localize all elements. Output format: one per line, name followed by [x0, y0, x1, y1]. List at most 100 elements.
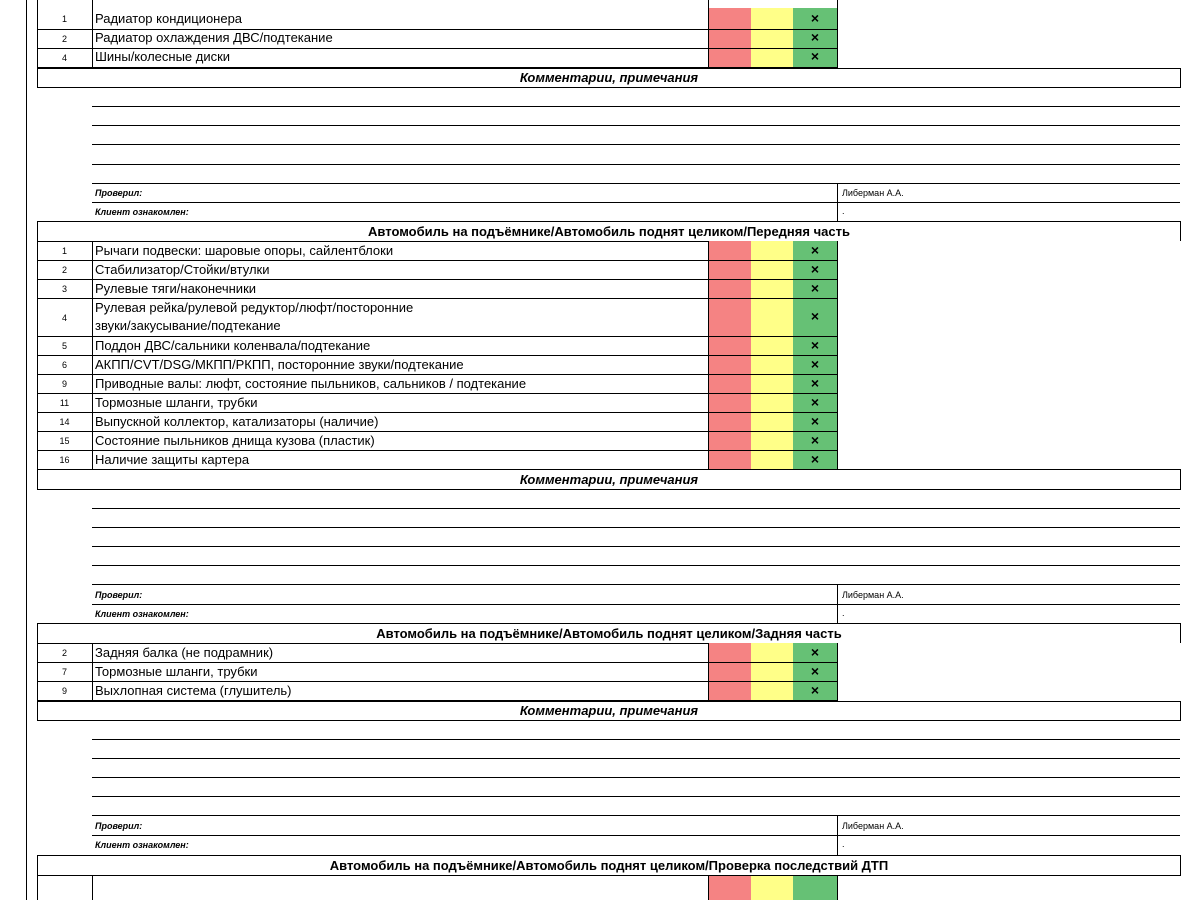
section-bottom-border — [37, 875, 1181, 876]
section-title: Автомобиль на подъёмнике/Автомобиль подн… — [376, 626, 842, 641]
grid-line — [837, 241, 838, 469]
comment-line[interactable] — [92, 527, 1180, 528]
row-number: 3 — [61, 284, 67, 294]
status-mark: × — [810, 394, 820, 410]
grid-line — [708, 875, 709, 900]
row-number: 9 — [61, 686, 67, 696]
grid-line — [37, 855, 38, 875]
status-green-cell[interactable] — [793, 643, 837, 701]
comment-line[interactable] — [92, 125, 1180, 126]
status-mark: × — [810, 682, 820, 698]
row-number: 7 — [61, 667, 67, 677]
grid-line — [37, 221, 38, 241]
comment-line[interactable] — [92, 144, 1180, 145]
status-mark: × — [810, 29, 820, 45]
row-number: 2 — [61, 34, 67, 44]
status-mark: × — [810, 242, 820, 258]
status-mark: × — [810, 413, 820, 429]
grid-line — [92, 643, 93, 701]
comment-line — [92, 604, 1180, 605]
client-acknowledged-value: . — [842, 839, 845, 849]
grid-line — [1180, 221, 1181, 241]
status-mark: × — [810, 280, 820, 296]
comment-line[interactable] — [92, 739, 1180, 740]
row-label: Рулевая рейка/рулевой редуктор/люфт/пост… — [95, 300, 414, 315]
row-label: Приводные валы: люфт, состояние пыльнико… — [95, 376, 527, 391]
signature-divider — [837, 584, 838, 623]
comment-line[interactable] — [92, 546, 1180, 547]
row-label: Рулевые тяги/наконечники — [95, 281, 257, 296]
row-divider — [37, 393, 837, 394]
checked-by-label: Проверил: — [95, 590, 143, 600]
status-mark: × — [810, 432, 820, 448]
grid-line — [92, 875, 93, 900]
row-label: Выхлопная система (глушитель) — [95, 683, 292, 698]
row-divider — [37, 260, 837, 261]
row-divider — [37, 681, 837, 682]
grid-line — [37, 68, 38, 87]
section-top-border — [37, 221, 1181, 222]
grid-line — [37, 643, 38, 701]
status-red-cell[interactable] — [709, 876, 751, 900]
row-divider — [37, 374, 837, 375]
client-acknowledged-label: Клиент ознакомлен: — [95, 609, 189, 619]
comment-line[interactable] — [92, 183, 1180, 184]
comment-line[interactable] — [92, 565, 1180, 566]
row-number: 9 — [61, 379, 67, 389]
comment-line[interactable] — [92, 796, 1180, 797]
row-divider — [37, 450, 837, 451]
grid-line — [1180, 855, 1181, 875]
row-number: 5 — [61, 341, 67, 351]
row-label: Поддон ДВС/сальники коленвала/подтекание — [95, 338, 371, 353]
comment-line[interactable] — [92, 584, 1180, 585]
checked-by-label: Проверил: — [95, 188, 143, 198]
comment-line[interactable] — [92, 815, 1180, 816]
grid-line — [837, 0, 838, 68]
comments-heading: Комментарии, примечания — [519, 472, 699, 487]
status-green-cell[interactable] — [793, 8, 837, 68]
status-green-cell[interactable] — [793, 876, 837, 900]
status-red-cell[interactable] — [709, 8, 751, 68]
status-yellow-cell[interactable] — [751, 643, 793, 701]
status-mark: × — [810, 356, 820, 372]
checked-by-label: Проверил: — [95, 821, 143, 831]
row-label: Радиатор охлаждения ДВС/подтекание — [95, 30, 333, 45]
status-yellow-cell[interactable] — [751, 8, 793, 68]
comments-heading: Комментарии, примечания — [519, 70, 699, 85]
row-divider — [37, 298, 837, 299]
comment-line[interactable] — [92, 164, 1180, 165]
row-label: Состояние пыльников днища кузова (пласти… — [95, 433, 375, 448]
grid-line — [837, 643, 838, 701]
row-label: Наличие защиты картера — [95, 452, 250, 467]
comment-line[interactable] — [92, 777, 1180, 778]
signature-divider — [837, 183, 838, 221]
client-acknowledged-value: . — [842, 206, 845, 216]
status-mark: × — [810, 375, 820, 391]
row-label: Задняя балка (не подрамник) — [95, 645, 274, 660]
row-number: 4 — [61, 313, 67, 323]
status-yellow-cell[interactable] — [751, 876, 793, 900]
row-divider — [37, 336, 837, 337]
checked-by-value: Либерман А.А. — [842, 590, 904, 600]
comment-line — [92, 202, 1180, 203]
status-mark: × — [810, 261, 820, 277]
checked-by-value: Либерман А.А. — [842, 821, 904, 831]
comment-line[interactable] — [92, 758, 1180, 759]
row-divider — [37, 431, 837, 432]
status-red-cell[interactable] — [709, 643, 751, 701]
row-label: Радиатор кондиционера — [95, 11, 243, 26]
comment-line[interactable] — [92, 508, 1180, 509]
comments-top-border — [37, 701, 1181, 702]
row-divider — [37, 29, 837, 30]
grid-line — [708, 0, 709, 68]
client-acknowledged-value: . — [842, 608, 845, 618]
row-divider — [37, 662, 837, 663]
row-divider — [37, 67, 837, 68]
row-label: Шины/колесные диски — [95, 49, 231, 64]
comment-line[interactable] — [92, 106, 1180, 107]
status-mark: × — [810, 337, 820, 353]
section-title: Автомобиль на подъёмнике/Автомобиль подн… — [329, 858, 889, 873]
grid-line — [708, 643, 709, 701]
section-bottom-border — [37, 241, 837, 242]
grid-line — [37, 623, 38, 643]
